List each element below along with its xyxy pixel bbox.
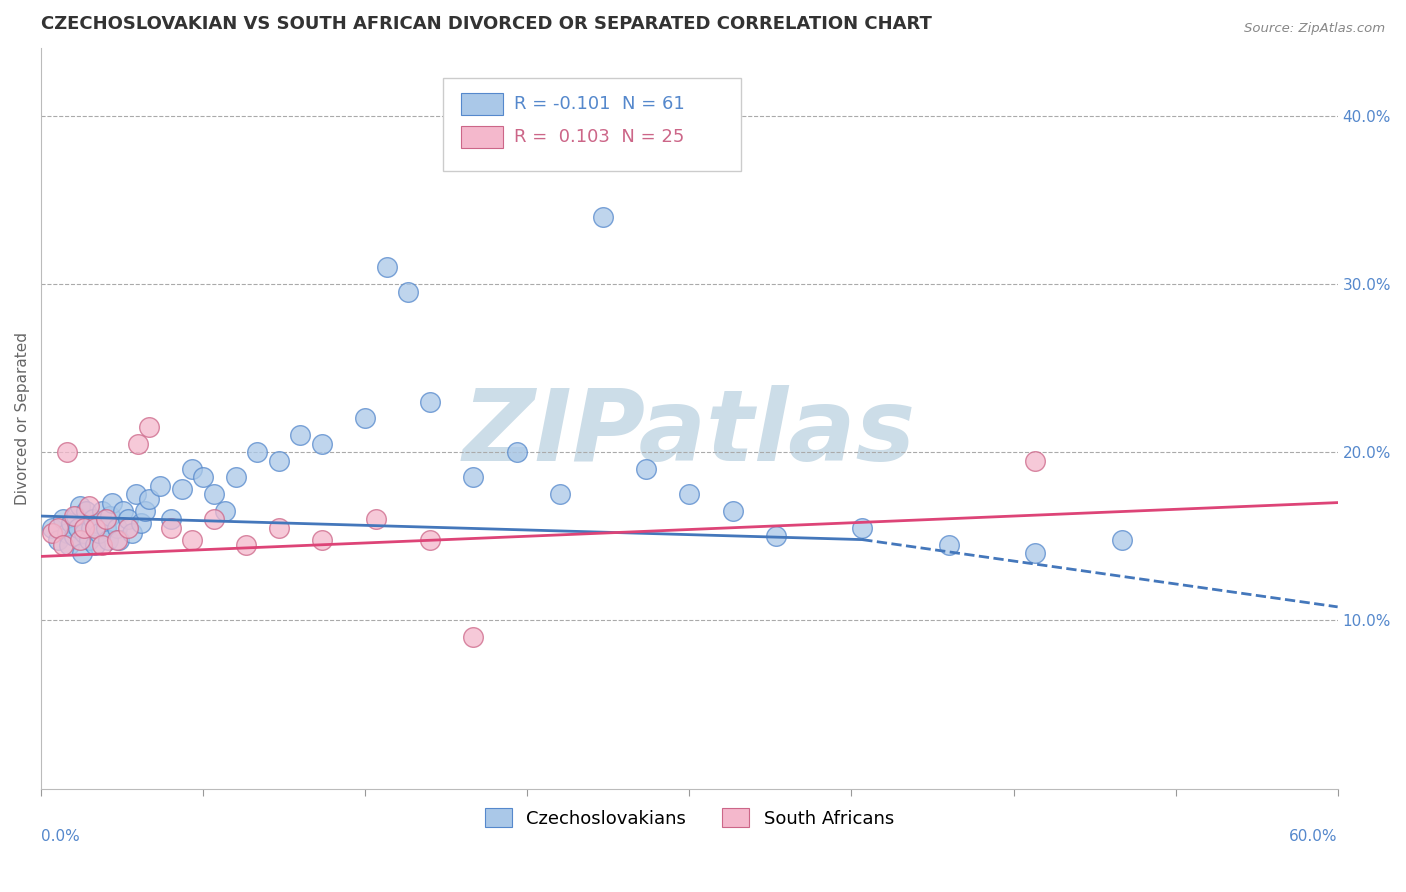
Point [138,420,160,434]
Point [375,260,398,274]
Y-axis label: Divorced or Separated: Divorced or Separated [15,332,30,505]
Point [84,538,107,552]
Point [311,436,333,450]
Point [170,482,193,496]
Point [86,516,108,530]
Point [354,411,377,425]
Point [117,521,139,535]
FancyBboxPatch shape [443,78,741,170]
Text: 0.0%: 0.0% [41,830,80,844]
Point [678,487,700,501]
Point [159,521,181,535]
FancyBboxPatch shape [461,126,503,148]
Point [364,512,387,526]
Point [419,533,441,547]
Point [84,521,107,535]
Point [290,428,312,442]
Point [138,492,160,507]
Text: CZECHOSLOVAKIAN VS SOUTH AFRICAN DIVORCED OR SEPARATED CORRELATION CHART: CZECHOSLOVAKIAN VS SOUTH AFRICAN DIVORCE… [41,15,932,33]
Point [101,495,124,509]
Text: R =  0.103  N = 25: R = 0.103 N = 25 [515,128,685,146]
Point [117,512,139,526]
Point [52,512,75,526]
Point [105,533,128,547]
Point [463,630,485,644]
Point [765,529,787,543]
Point [225,470,247,484]
Point [41,525,63,540]
Point [202,487,225,501]
Point [48,533,70,547]
Text: ZIPatlas: ZIPatlas [463,384,915,482]
Point [90,538,112,552]
Point [73,521,96,535]
Point [90,504,112,518]
Point [56,445,79,459]
Point [267,453,290,467]
Point [149,479,172,493]
Point [52,538,75,552]
Point [77,533,100,547]
Point [125,487,148,501]
Point [1024,546,1046,560]
Point [1024,453,1046,467]
Point [80,521,103,535]
Point [193,470,215,484]
Point [89,525,111,540]
Text: Source: ZipAtlas.com: Source: ZipAtlas.com [1244,22,1385,36]
Point [548,487,571,501]
Point [463,470,485,484]
Point [56,525,79,540]
Point [105,521,128,535]
Point [202,512,225,526]
Point [636,462,658,476]
Point [721,504,744,518]
Point [108,533,131,547]
Point [181,462,204,476]
Point [73,525,96,540]
Point [70,546,93,560]
Point [76,504,98,518]
Point [60,516,83,530]
Point [62,529,84,543]
Legend: Czechoslovakians, South Africans: Czechoslovakians, South Africans [478,801,901,835]
Point [505,445,527,459]
Point [77,499,100,513]
Point [98,509,121,524]
Point [159,512,181,526]
Point [134,504,156,518]
Point [69,499,91,513]
Point [112,504,135,518]
Point [267,521,290,535]
Point [235,538,257,552]
Point [592,210,614,224]
Point [48,521,70,535]
Point [94,512,117,526]
Point [398,285,420,300]
Point [851,521,873,535]
Point [127,436,149,450]
Point [311,533,333,547]
Point [65,509,87,524]
Point [214,504,236,518]
Point [1111,533,1133,547]
Point [41,521,63,535]
Point [97,533,120,547]
Point [58,538,80,552]
Point [246,445,269,459]
Text: 60.0%: 60.0% [1289,830,1337,844]
Point [62,509,84,524]
Point [66,521,89,535]
Point [82,512,104,526]
Point [181,533,204,547]
Text: R = -0.101  N = 61: R = -0.101 N = 61 [515,95,685,113]
Point [121,525,143,540]
FancyBboxPatch shape [461,93,503,115]
Point [938,538,960,552]
Point [69,533,91,547]
Point [419,394,441,409]
Point [94,521,117,535]
Point [129,516,152,530]
